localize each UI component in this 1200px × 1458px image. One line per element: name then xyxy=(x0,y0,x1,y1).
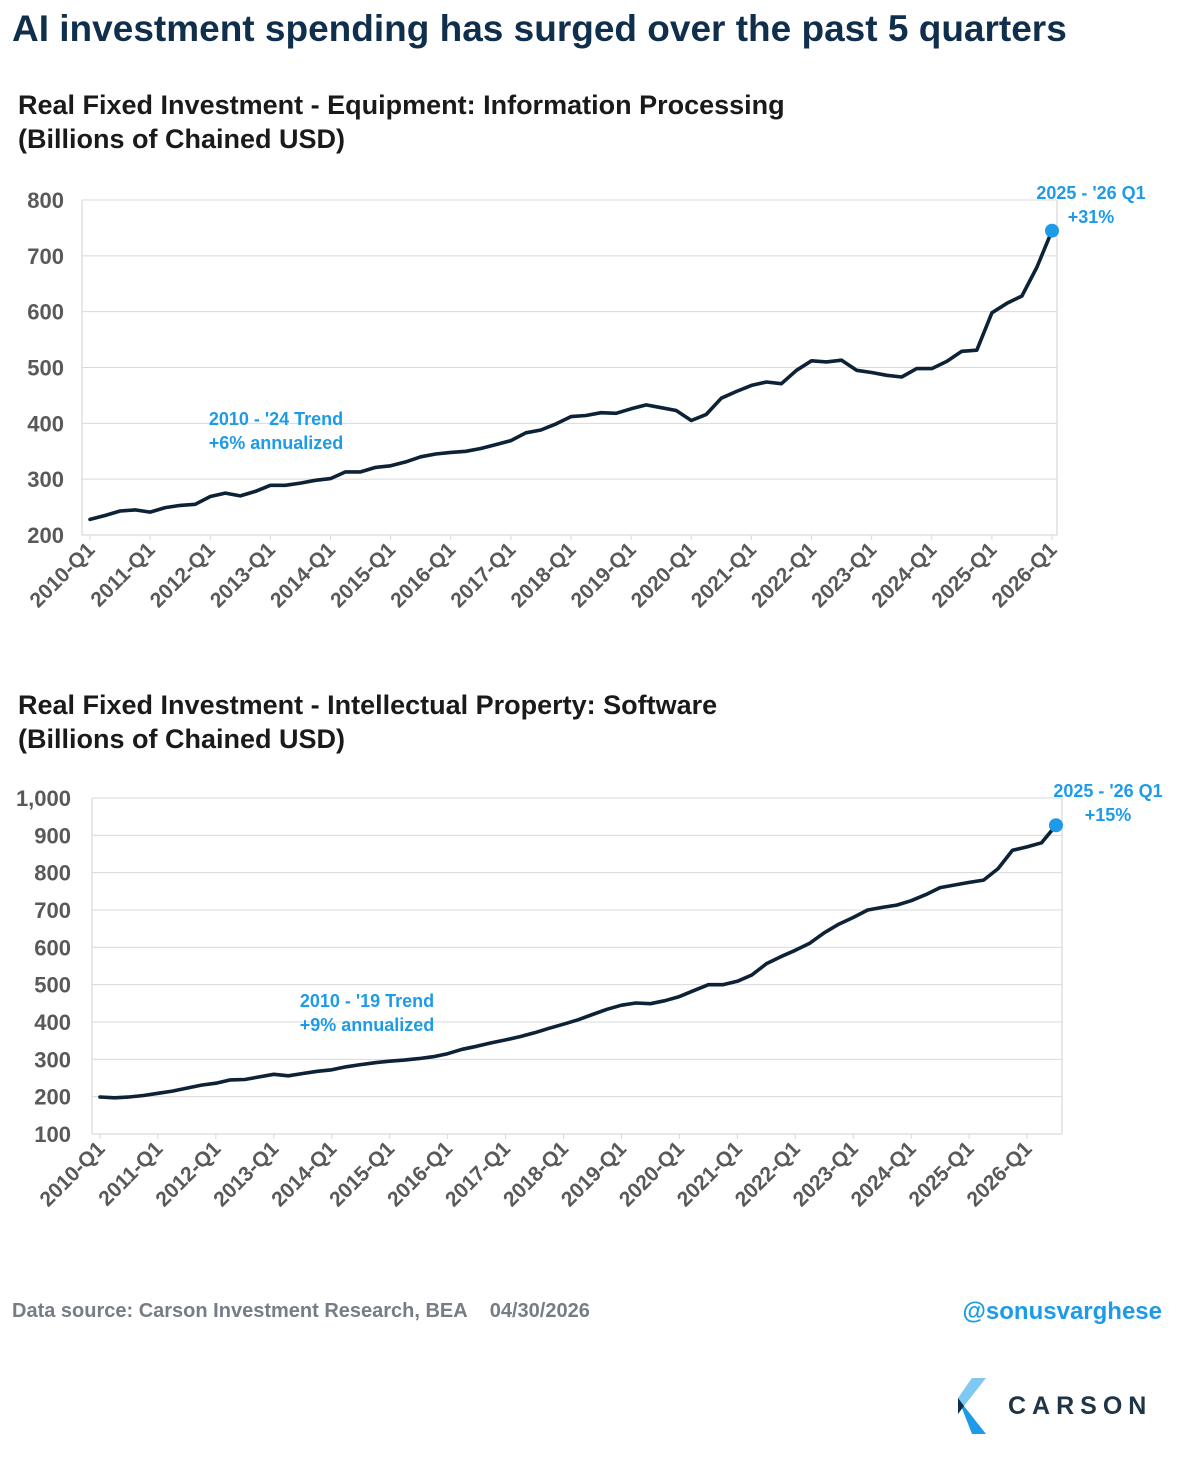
endpoint-marker xyxy=(1045,223,1059,238)
chart-1-title-line: Real Fixed Investment - Equipment: Infor… xyxy=(18,90,785,120)
annotation-text: 2010 - '19 Trend xyxy=(300,991,434,1011)
x-tick-label: 2010-Q1 xyxy=(25,538,99,612)
source-date: 04/30/2026 xyxy=(489,1300,590,1322)
series-line xyxy=(98,823,1058,1100)
y-tick-label: 700 xyxy=(27,244,64,269)
carson-logo-icon xyxy=(958,1378,986,1434)
chart-1-equipment-information-processing: 2003004005006007008002010-Q12011-Q12012-… xyxy=(25,183,1145,612)
x-tick-label: 2019-Q1 xyxy=(567,538,641,612)
chart-2-title: Real Fixed Investment - Intellectual Pro… xyxy=(18,688,717,756)
y-tick-label: 500 xyxy=(27,356,64,381)
y-tick-label: 400 xyxy=(34,1010,71,1035)
chart-2-intellectual-property-software: 100 200 300 400 500 600 700 800 900 1,000 2010-Q1 2… xyxy=(16,781,1163,1211)
y-tick-label: 400 xyxy=(27,411,64,436)
y-tick-label: 900 xyxy=(34,823,71,848)
annotation-text: 2025 - '26 Q1 xyxy=(1036,183,1145,203)
chart-2-title-line: Real Fixed Investment - Intellectual Pro… xyxy=(18,690,718,720)
series-line xyxy=(88,228,1054,522)
y-tick-label: 500 xyxy=(34,973,71,998)
annotation-text: 2010 - '24 Trend xyxy=(209,409,343,429)
x-tick-label: 2022-Q1 xyxy=(747,538,821,612)
y-tick-label: 600 xyxy=(34,935,71,960)
annotation-text: +9% annualized xyxy=(300,1015,435,1035)
x-tick-label: 2026-Q1 xyxy=(987,538,1061,612)
annotation-text: +31% xyxy=(1068,207,1115,227)
y-tick-label: 300 xyxy=(34,1047,71,1072)
x-tick-label: 2012-Q1 xyxy=(146,538,220,612)
chart-2-subtitle: (Billions of Chained USD) xyxy=(18,724,345,754)
x-tick-label: 2024-Q1 xyxy=(867,538,941,612)
x-tick-label: 2010-Q1 xyxy=(35,1137,109,1211)
x-tick-label: 2018-Q1 xyxy=(506,538,580,612)
annotation-text: 2025 - '26 Q1 xyxy=(1053,781,1162,801)
y-tick-label: 100 xyxy=(34,1122,71,1147)
x-tick-label: 2023-Q1 xyxy=(807,538,881,612)
y-tick-label: 200 xyxy=(27,523,64,548)
x-tick-label: 2016-Q1 xyxy=(386,538,460,612)
annotation-text: +6% annualized xyxy=(209,433,344,453)
y-tick-label: 800 xyxy=(34,861,71,886)
data-source-note: Data source: Carson Investment Research,… xyxy=(12,1300,590,1323)
chart-1-subtitle: (Billions of Chained USD) xyxy=(18,124,345,154)
x-tick-label: 2020-Q1 xyxy=(627,538,701,612)
x-tick-label: 2015-Q1 xyxy=(326,538,400,612)
y-tick-label: 200 xyxy=(34,1085,71,1110)
twitter-handle: @sonusvarghese xyxy=(962,1298,1162,1325)
x-tick-label: 2021-Q1 xyxy=(687,538,761,612)
x-tick-label: 2014-Q1 xyxy=(266,538,340,612)
carson-logo: CARSON xyxy=(950,1376,1170,1436)
x-tick-label: 2025-Q1 xyxy=(927,538,1001,612)
endpoint-marker xyxy=(1049,818,1063,833)
x-tick-label: 2013-Q1 xyxy=(206,538,280,612)
logo-wordmark: CARSON xyxy=(1008,1392,1153,1420)
source-text: Data source: Carson Investment Research,… xyxy=(12,1300,468,1322)
chart-1-title: Real Fixed Investment - Equipment: Infor… xyxy=(18,88,785,156)
y-tick-label: 800 xyxy=(27,188,64,213)
y-tick-label: 300 xyxy=(27,467,64,492)
annotation-text: +15% xyxy=(1085,805,1132,825)
y-tick-label: 1,000 xyxy=(16,786,71,811)
x-tick-label: 2026-Q1 xyxy=(963,1137,1037,1211)
x-tick-label: 2017-Q1 xyxy=(446,538,520,612)
y-tick-label: 600 xyxy=(27,300,64,325)
y-tick-label: 700 xyxy=(34,898,71,923)
headline: AI investment spending has surged over t… xyxy=(12,8,1067,49)
